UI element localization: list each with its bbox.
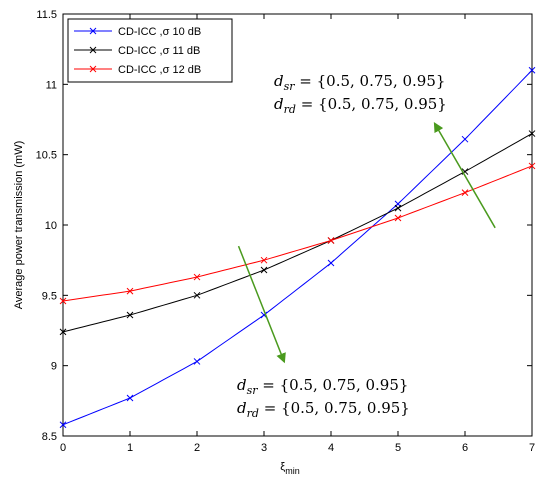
series-line — [62, 69, 533, 426]
x-axis-label: ξmin — [280, 461, 299, 476]
y-tick-label: 11 — [46, 79, 57, 91]
data-point — [327, 237, 335, 244]
legend-label: CD-ICC ,σ 11 dB — [118, 45, 200, 57]
legend: CD-ICC ,σ 10 dB CD-ICC ,σ 11 dB CD-ICC ,σ … — [67, 18, 233, 83]
series-line — [62, 165, 533, 302]
data-point — [126, 311, 134, 319]
annotation-top-line-1: dsr = {0.5, 0.75, 0.95} — [274, 72, 445, 93]
series-0 — [59, 66, 536, 429]
y-tick-label: 10.5 — [36, 150, 57, 162]
legend-marker — [89, 46, 97, 54]
x-tick-label: 2 — [194, 442, 200, 454]
data-point — [193, 273, 201, 281]
data-point — [260, 266, 268, 274]
x-tick-label: 1 — [127, 442, 133, 454]
annotation-bottom-line-2: drd = {0.5, 0.75, 0.95} — [237, 399, 410, 420]
y-tick-label: 10 — [45, 220, 57, 232]
series-2 — [59, 162, 536, 305]
annotation-bottom: dsr = {0.5, 0.75, 0.95} drd = {0.5, 0.75… — [237, 376, 410, 420]
x-tick-label: 5 — [395, 442, 401, 454]
legend-marker — [89, 27, 97, 35]
x-tick-label: 4 — [328, 442, 334, 454]
x-tick-label: 0 — [60, 442, 66, 454]
data-point — [461, 135, 469, 143]
data-point — [260, 311, 268, 319]
data-point — [461, 189, 469, 197]
y-tick-label: 9 — [51, 361, 57, 373]
annotation-bottom-line-1: dsr = {0.5, 0.75, 0.95} — [237, 376, 408, 397]
legend-label: CD-ICC ,σ 10 dB — [118, 26, 201, 38]
data-point — [59, 328, 67, 336]
legend-label: CD-ICC ,σ 12 dB — [118, 64, 201, 76]
x-tick-label: 7 — [529, 442, 535, 454]
data-point — [528, 130, 536, 137]
data-point — [260, 256, 268, 264]
annotation-arrow — [433, 121, 496, 229]
data-point — [394, 214, 402, 222]
series-group — [59, 66, 536, 429]
x-axis-ticks: 0 1 2 3 4 5 6 7 — [60, 14, 535, 454]
y-tick-label: 11.5 — [36, 9, 57, 21]
annotation-top: dsr = {0.5, 0.75, 0.95} drd = {0.5, 0.75… — [274, 72, 447, 116]
data-point — [193, 358, 201, 365]
y-tick-label: 9.5 — [42, 290, 57, 302]
data-point — [126, 394, 134, 402]
data-point — [59, 297, 67, 305]
annotation-top-line-2: drd = {0.5, 0.75, 0.95} — [274, 95, 447, 116]
x-tick-label: 6 — [462, 442, 468, 454]
data-point — [193, 291, 201, 299]
series-line — [62, 133, 533, 333]
plot-area — [62, 13, 533, 437]
annotation-arrows — [237, 121, 496, 364]
legend-marker — [89, 65, 97, 73]
data-point — [59, 421, 67, 429]
data-point — [327, 259, 335, 267]
data-point — [528, 66, 536, 74]
data-point — [126, 287, 134, 295]
annotation-arrow — [237, 245, 286, 364]
y-axis-ticks: 8.5 9 9.5 10 10.5 11 11.5 — [36, 9, 532, 443]
data-point — [394, 204, 402, 212]
y-axis-label: Average power transmission (mW) — [13, 141, 25, 310]
x-axis-label-sub: min — [285, 466, 300, 476]
x-tick-label: 3 — [261, 442, 267, 454]
y-tick-label: 8.5 — [42, 431, 57, 443]
data-point — [528, 162, 536, 170]
